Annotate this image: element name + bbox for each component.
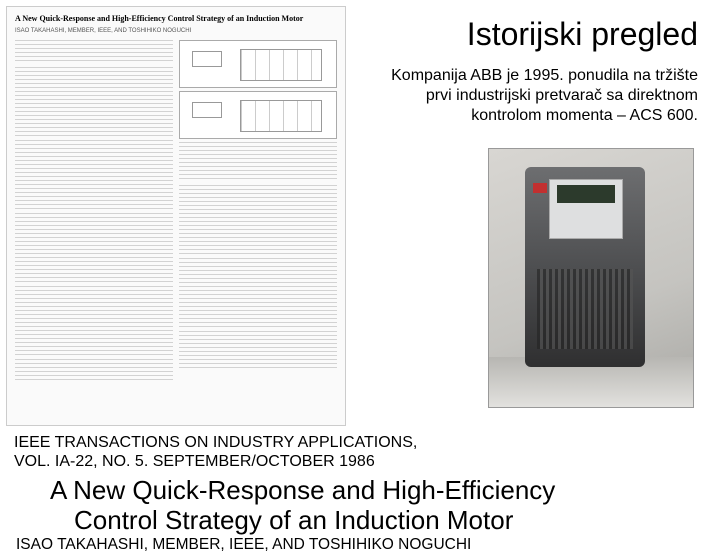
fake-text	[15, 140, 173, 210]
paper-title-line-1: A New Quick-Response and High-Efficiency	[50, 476, 706, 504]
fake-text	[15, 286, 173, 356]
paper-thumb-title: A New Quick-Response and High-Efficiency…	[15, 15, 337, 24]
fake-text	[179, 331, 337, 371]
paper-thumb-authors: ISAO TAKAHASHI, MEMBER, IEEE, AND TOSHIH…	[15, 28, 337, 34]
fake-text	[15, 67, 173, 137]
paper-authors: ISAO TAKAHASHI, MEMBER, IEEE, AND TOSHIH…	[16, 536, 706, 554]
paper-col-right	[179, 40, 337, 400]
paper-title-line-2: Control Strategy of an Induction Motor	[74, 506, 706, 534]
fake-text	[15, 359, 173, 383]
product-photo	[488, 148, 694, 408]
journal-line-1: IEEE TRANSACTIONS ON INDUSTRY APPLICATIO…	[14, 434, 706, 453]
block-diagram	[179, 40, 337, 88]
fake-text	[179, 142, 337, 182]
paper-columns	[15, 40, 337, 400]
paper-thumbnail: A New Quick-Response and High-Efficiency…	[6, 6, 346, 426]
fake-text	[15, 213, 173, 283]
slide-title: Istorijski pregled	[467, 16, 698, 53]
citation-block: IEEE TRANSACTIONS ON INDUSTRY APPLICATIO…	[14, 434, 706, 554]
block-diagram	[179, 91, 337, 139]
journal-line-2: VOL. IA-22, NO. 5. SEPTEMBER/OCTOBER 198…	[14, 453, 706, 472]
drive-lcd	[557, 185, 615, 203]
abb-logo	[533, 183, 547, 193]
fake-text	[179, 258, 337, 328]
fake-text	[15, 40, 173, 64]
slide-subtext: Kompanija ABB je 1995. ponudila na tržiš…	[368, 66, 698, 126]
fake-text	[179, 185, 337, 255]
drive-heatsink	[537, 269, 633, 349]
paper-col-left	[15, 40, 173, 400]
